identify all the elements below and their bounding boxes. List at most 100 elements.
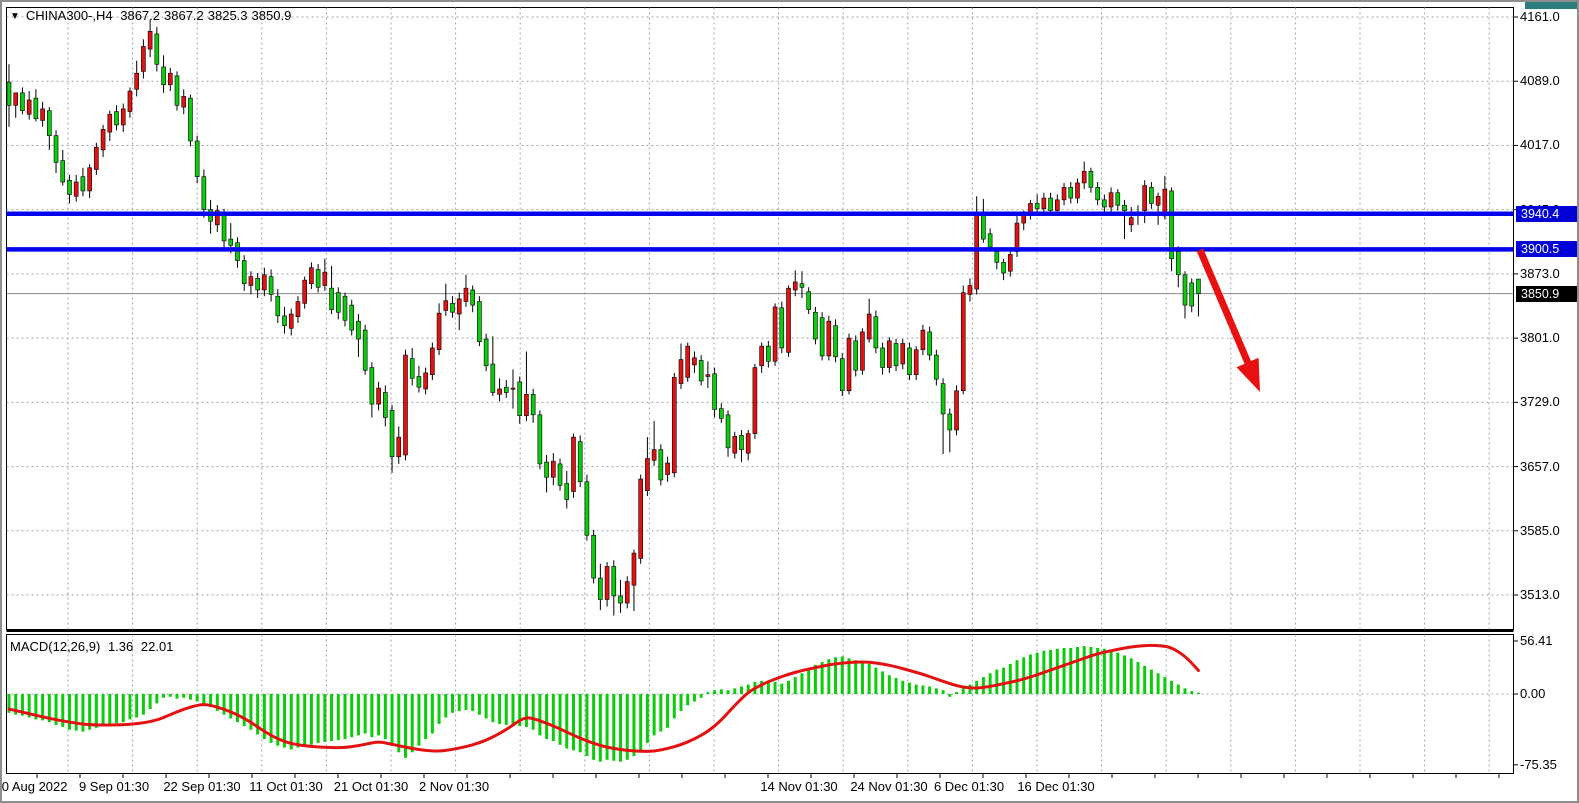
macd-bar: [1163, 677, 1167, 694]
candle-body: [786, 287, 791, 353]
candle-body: [1007, 253, 1013, 272]
candle-body: [1189, 282, 1195, 307]
candle-body: [799, 283, 805, 288]
macd-bar: [356, 694, 360, 736]
macd-bar: [477, 694, 481, 715]
price-axis-label: 4017.0: [1520, 137, 1560, 153]
macd-bar: [121, 694, 125, 723]
candle-body: [739, 435, 744, 450]
macd-bar: [148, 694, 152, 710]
candle-body: [302, 279, 307, 304]
macd-bar: [383, 694, 387, 740]
macd-bar: [249, 694, 253, 730]
candle-body: [329, 287, 334, 310]
time-axis-label: 9 Sep 01:30: [78, 779, 150, 794]
macd-bar: [854, 660, 858, 694]
time-axis-label: 21 Oct 01:30: [333, 779, 409, 794]
macd-bar: [115, 694, 119, 724]
candle-body: [262, 274, 267, 291]
macd-bar: [578, 694, 582, 753]
macd-bar: [1156, 673, 1160, 694]
macd-bar: [733, 688, 737, 694]
candle-body: [114, 111, 119, 126]
candle-body: [53, 135, 59, 163]
macd-bar: [1190, 691, 1194, 694]
time-axis-label: 30 Aug 2022: [0, 779, 68, 794]
candle-body: [954, 390, 959, 431]
macd-bar: [827, 659, 831, 694]
macd-bar: [209, 694, 213, 708]
macd-bar: [1062, 647, 1066, 694]
candle-body: [759, 345, 764, 367]
price-axis-label: 3585.0: [1520, 522, 1560, 538]
macd-bar: [901, 680, 905, 694]
macd-bar: [585, 694, 589, 757]
macd-bar: [1028, 654, 1032, 694]
candle-body: [551, 460, 556, 478]
macd-main-value: 1.36: [107, 639, 134, 654]
candle-body: [268, 276, 274, 295]
macd-bar: [256, 694, 260, 735]
macd-bar: [1049, 649, 1053, 694]
candle-body: [645, 458, 650, 491]
macd-bar: [605, 694, 609, 760]
macd-bar: [598, 694, 602, 762]
macd-bar: [995, 669, 999, 694]
macd-bar: [518, 694, 522, 726]
macd-bar: [61, 694, 65, 727]
macd-bar: [766, 682, 770, 694]
candle-body: [167, 72, 173, 86]
candle-body: [221, 213, 227, 242]
candle-body: [282, 315, 287, 326]
time-axis-label: 2 Nov 01:30: [418, 779, 490, 794]
chart-title: ▼ CHINA300-,H4 3867.2 3867.2 3825.3 3850.9: [10, 8, 295, 23]
candle-body: [725, 414, 731, 449]
candle-body: [13, 92, 19, 106]
macd-bar: [188, 694, 192, 700]
macd-bar: [1015, 660, 1019, 694]
candle-body: [409, 358, 415, 379]
down-arrow-shaft[interactable]: [1196, 248, 1252, 365]
down-arrow-head[interactable]: [1236, 357, 1261, 392]
macd-bar: [800, 673, 804, 694]
macd-bar: [74, 694, 78, 731]
macd-bar: [1123, 655, 1127, 694]
macd-bar: [1069, 647, 1073, 694]
candle-body: [1182, 274, 1188, 306]
macd-bar: [141, 694, 145, 715]
candle-body: [853, 340, 859, 371]
macd-bar: [545, 694, 549, 740]
candle-body: [987, 233, 993, 248]
candle-body: [752, 367, 758, 434]
macd-indicator-label: MACD(12,26,9) 1.36 22.01: [10, 639, 177, 654]
macd-bar: [182, 694, 186, 698]
macd-bar: [666, 694, 670, 728]
macd-bar: [1082, 646, 1086, 694]
macd-bar: [424, 694, 428, 740]
symbol-dropdown-icon[interactable]: ▼: [10, 11, 20, 22]
macd-bar: [692, 694, 696, 702]
macd-bar: [1176, 684, 1180, 694]
candle-body: [1041, 197, 1047, 210]
macd-bar: [403, 694, 407, 758]
candle-body: [893, 343, 899, 367]
level-price-tag-upper[interactable]: 3940.4: [1516, 205, 1577, 222]
macd-bar: [961, 688, 965, 694]
candle-body: [503, 386, 509, 393]
candle-body: [120, 108, 126, 126]
candle-body: [779, 307, 785, 349]
candle-body: [813, 311, 818, 340]
macd-bar: [410, 694, 414, 753]
grid: [6, 7, 1514, 774]
macd-bar: [350, 694, 354, 738]
candle-body: [651, 449, 657, 461]
candle-body: [994, 251, 1000, 263]
macd-bar: [746, 684, 750, 694]
macd-bar: [20, 694, 24, 716]
level-price-tag-lower[interactable]: 3900.5: [1516, 241, 1577, 258]
candle-body: [598, 577, 603, 600]
candle-body: [383, 392, 388, 418]
candle-body: [87, 167, 92, 192]
